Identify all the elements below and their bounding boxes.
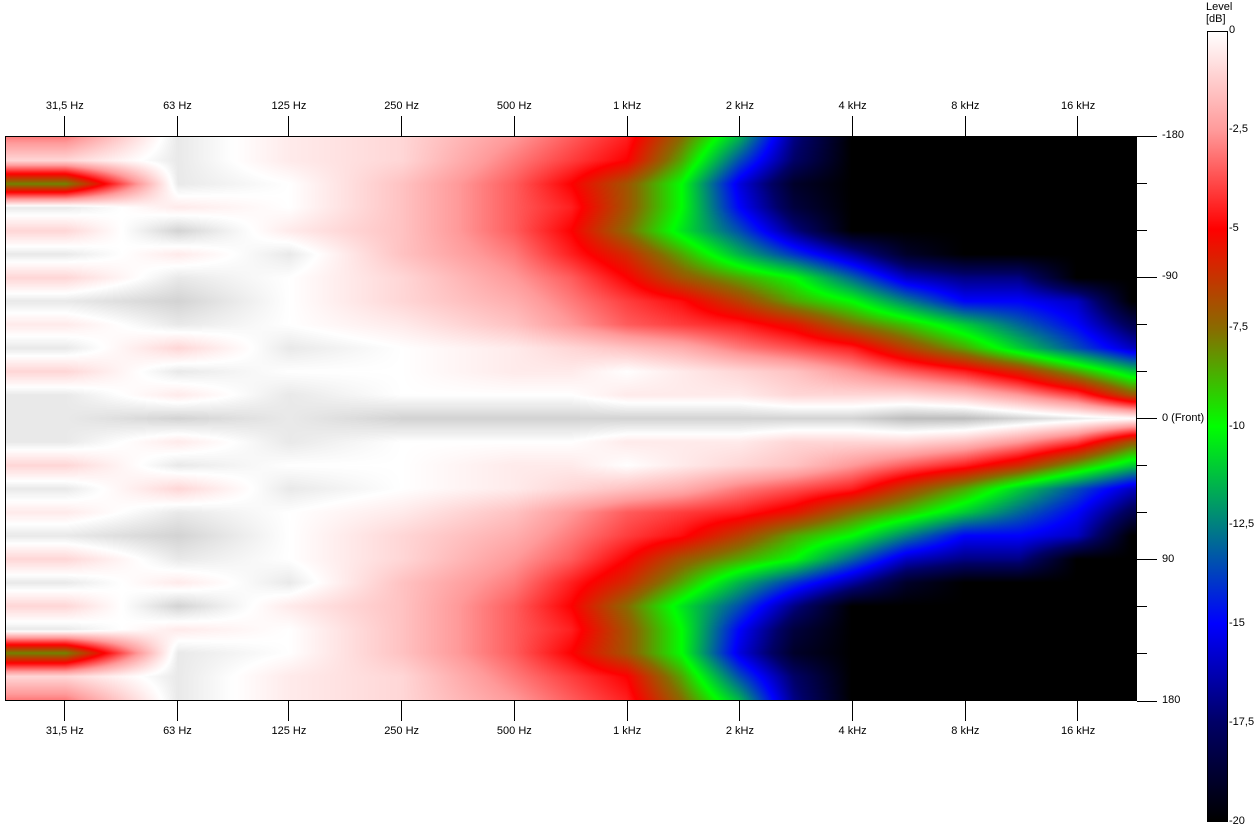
y-tick-label: 180	[1162, 694, 1181, 706]
heatmap-plot-area	[5, 136, 1137, 701]
x-tick-mark-top	[177, 116, 179, 136]
x-tick-mark-bottom	[852, 701, 854, 721]
colorbar-tick-label: -5	[1229, 221, 1239, 234]
x-tick-mark-top	[401, 116, 403, 136]
y-tick-mark	[1137, 323, 1147, 325]
y-tick-label: 90	[1162, 552, 1175, 565]
x-tick-mark-top	[288, 116, 290, 136]
y-tick-label: -90	[1162, 270, 1178, 283]
x-tick-mark-top	[739, 116, 741, 136]
x-tick-label-bottom: 63 Hz	[163, 725, 192, 737]
x-tick-mark-bottom	[513, 701, 515, 721]
y-tick-mark	[1137, 229, 1147, 231]
x-tick-label-bottom: 1 kHz	[613, 725, 642, 737]
x-tick-mark-bottom	[1077, 701, 1079, 721]
y-tick-mark	[1137, 135, 1157, 137]
x-tick-label-bottom: 4 kHz	[838, 725, 867, 737]
x-tick-mark-top	[852, 116, 854, 136]
y-tick-mark	[1137, 559, 1157, 561]
x-tick-label-top: 1 kHz	[613, 100, 642, 112]
x-tick-label-top: 8 kHz	[951, 100, 980, 112]
x-tick-label-bottom: 2 kHz	[725, 725, 754, 737]
x-tick-label-top: 125 Hz	[271, 100, 307, 112]
y-tick-label: 0 (Front)	[1162, 411, 1205, 424]
x-tick-label-top: 16 kHz	[1060, 100, 1096, 112]
x-tick-label-top: 2 kHz	[725, 100, 754, 112]
colorbar-tick-label: -7,5	[1229, 320, 1248, 333]
colorbar-title: Level [dB]	[1206, 1, 1232, 25]
colorbar	[1207, 31, 1228, 822]
x-tick-label-top: 31,5 Hz	[45, 100, 84, 112]
x-tick-mark-bottom	[177, 701, 179, 721]
colorbar-tick-label: 0	[1229, 24, 1236, 36]
x-tick-label-top: 4 kHz	[838, 100, 867, 112]
y-tick-mark	[1137, 700, 1157, 702]
x-tick-label-top: 63 Hz	[163, 100, 192, 112]
heatmap-image	[6, 137, 1136, 700]
y-tick-mark	[1137, 606, 1147, 608]
x-tick-mark-top	[64, 116, 66, 136]
x-tick-label-top: 500 Hz	[496, 100, 532, 112]
x-tick-label-bottom: 8 kHz	[951, 725, 980, 737]
x-tick-mark-bottom	[288, 701, 290, 721]
x-tick-label-bottom: 250 Hz	[384, 725, 420, 737]
colorbar-tick-label: -17,5	[1229, 716, 1255, 729]
y-tick-label: -180	[1162, 129, 1185, 141]
colorbar-tick-label: -2,5	[1229, 122, 1248, 135]
y-tick-mark	[1137, 512, 1147, 514]
x-tick-mark-bottom	[626, 701, 628, 721]
x-tick-mark-top	[513, 116, 515, 136]
x-tick-label-bottom: 16 kHz	[1060, 725, 1096, 737]
x-tick-mark-bottom	[401, 701, 403, 721]
y-tick-mark	[1137, 418, 1157, 419]
colorbar-title-level: Level	[1206, 1, 1233, 13]
y-tick-mark	[1137, 465, 1147, 467]
x-tick-mark-top	[964, 116, 966, 136]
y-tick-mark	[1137, 276, 1157, 278]
colorbar-title-unit: [dB]	[1206, 13, 1226, 25]
y-tick-mark	[1137, 182, 1147, 184]
colorbar-tick-label: -20	[1229, 815, 1245, 827]
colorbar-tick-label: -12,5	[1229, 518, 1255, 531]
x-tick-label-top: 250 Hz	[384, 100, 420, 112]
x-tick-mark-top	[1077, 116, 1079, 136]
x-tick-label-bottom: 500 Hz	[496, 725, 532, 737]
x-tick-mark-bottom	[964, 701, 966, 721]
colorbar-tick-label: -15	[1229, 617, 1245, 630]
x-tick-label-bottom: 125 Hz	[271, 725, 307, 737]
x-tick-mark-top	[626, 116, 628, 136]
x-tick-mark-bottom	[64, 701, 66, 721]
y-tick-mark	[1137, 370, 1147, 372]
y-tick-mark	[1137, 653, 1147, 655]
colorbar-tick-label: -10	[1229, 419, 1245, 432]
x-tick-label-bottom: 31,5 Hz	[45, 725, 84, 737]
x-tick-mark-bottom	[739, 701, 741, 721]
